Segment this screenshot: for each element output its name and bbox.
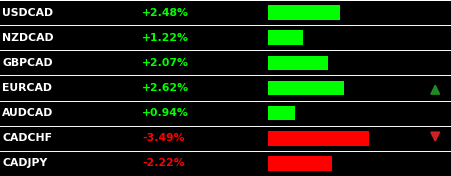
Text: +2.48%: +2.48% bbox=[142, 8, 189, 18]
Text: GBPCAD: GBPCAD bbox=[2, 58, 53, 68]
Bar bbox=[268, 106, 295, 120]
Bar bbox=[268, 5, 340, 20]
Text: NZDCAD: NZDCAD bbox=[2, 33, 54, 43]
Text: -3.49%: -3.49% bbox=[142, 133, 185, 143]
Text: +1.22%: +1.22% bbox=[142, 33, 189, 43]
Bar bbox=[268, 131, 368, 146]
Text: -2.22%: -2.22% bbox=[142, 158, 185, 168]
Text: +0.94%: +0.94% bbox=[142, 108, 189, 118]
Text: CADCHF: CADCHF bbox=[2, 133, 52, 143]
Bar bbox=[268, 156, 332, 171]
Bar bbox=[268, 81, 344, 95]
Text: +2.07%: +2.07% bbox=[142, 58, 189, 68]
Text: AUDCAD: AUDCAD bbox=[2, 108, 54, 118]
Bar bbox=[268, 56, 328, 70]
Text: CADJPY: CADJPY bbox=[2, 158, 47, 168]
Text: EURCAD: EURCAD bbox=[2, 83, 52, 93]
Bar bbox=[268, 30, 304, 45]
Text: +2.62%: +2.62% bbox=[142, 83, 189, 93]
Text: USDCAD: USDCAD bbox=[2, 8, 53, 18]
